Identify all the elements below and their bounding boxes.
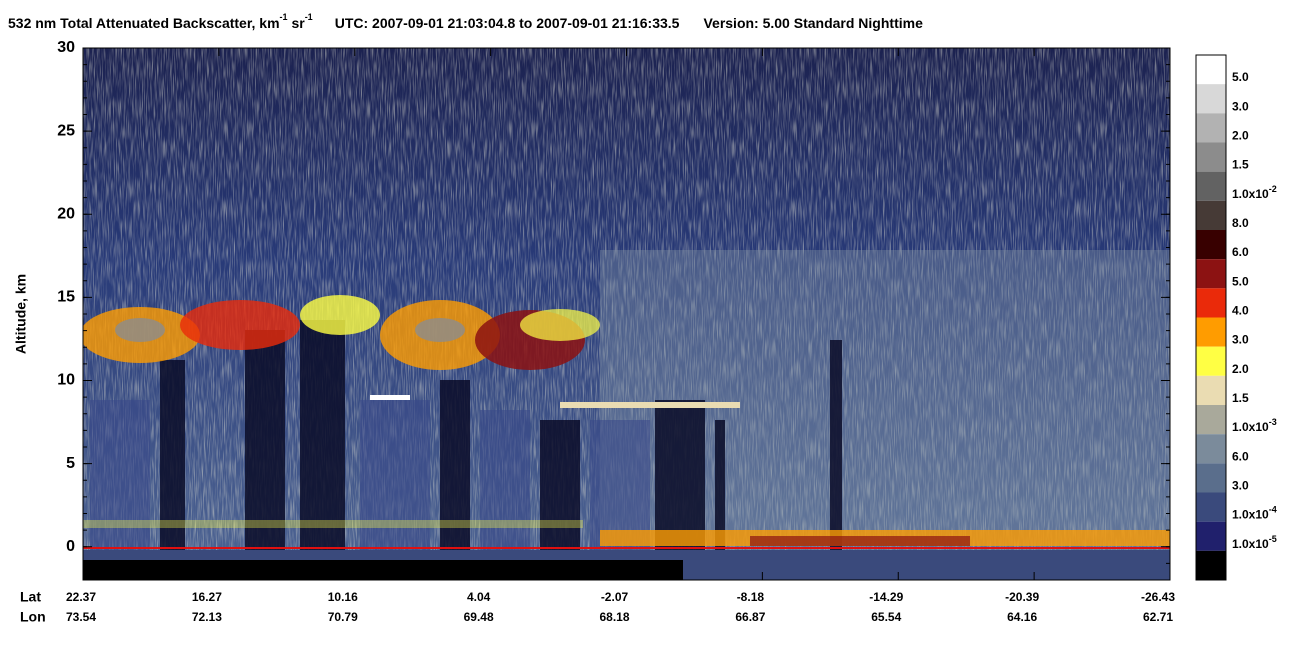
colorbar-label: 1.5	[1232, 158, 1249, 172]
colorbar-swatch	[1196, 84, 1226, 114]
y-tick-label: 25	[57, 122, 75, 139]
y-axis-label: Altitude, km	[13, 274, 29, 354]
y-tick-label: 30	[57, 39, 75, 56]
lon-label: Lon	[20, 609, 46, 625]
colorbar-label: 3.0	[1232, 100, 1249, 114]
colorbar-label-text: 6.0	[1232, 450, 1249, 464]
colorbar-label-text: 3.0	[1232, 333, 1249, 347]
lat-tick-label: -8.18	[737, 590, 765, 604]
colorbar-label: 5.0	[1232, 70, 1249, 84]
colorbar-label-text: 2.0	[1232, 129, 1249, 143]
lat-tick-label: -26.43	[1141, 590, 1175, 604]
colorbar-swatch	[1196, 171, 1226, 201]
colorbar-swatch	[1196, 405, 1226, 435]
colorbar-label-text: 4.0	[1232, 304, 1249, 318]
colorbar-swatch	[1196, 550, 1226, 580]
colorbar-swatch	[1196, 259, 1226, 289]
lon-tick-label: 69.48	[464, 610, 494, 624]
colorbar-swatch	[1196, 200, 1226, 230]
colorbar-swatch	[1196, 142, 1226, 172]
backscatter-image	[83, 48, 1170, 580]
colorbar-swatch	[1196, 288, 1226, 318]
y-tick-label: 20	[57, 205, 75, 222]
colorbar-label-text: 3.0	[1232, 479, 1249, 493]
colorbar-label: 5.0	[1232, 275, 1249, 289]
colorbar-label-text: 1.0x10	[1232, 420, 1269, 434]
colorbar-label: 2.0	[1232, 362, 1249, 376]
colorbar-swatch	[1196, 113, 1226, 143]
y-tick-label: 15	[57, 289, 75, 306]
colorbar-swatch	[1196, 492, 1226, 522]
colorbar-label-text: 1.0x10	[1232, 187, 1269, 201]
colorbar-label-text: 1.0x10	[1232, 508, 1269, 522]
colorbar-label-text: 5.0	[1232, 275, 1249, 289]
colorbar-swatch	[1196, 521, 1226, 551]
colorbar-label: 1.0x10-2	[1232, 184, 1277, 201]
colorbar-label-text: 8.0	[1232, 216, 1249, 230]
lat-tick-label: -14.29	[869, 590, 903, 604]
colorbar-label-exp: -4	[1269, 505, 1277, 515]
lon-tick-label: 65.54	[871, 610, 901, 624]
colorbar-label: 6.0	[1232, 450, 1249, 464]
lat-tick-label: 4.04	[467, 590, 491, 604]
colorbar-label-exp: -5	[1269, 534, 1277, 544]
colorbar-swatch	[1196, 230, 1226, 260]
colorbar-swatch	[1196, 434, 1226, 464]
lat-tick-label: 10.16	[328, 590, 358, 604]
colorbar-label: 1.5	[1232, 391, 1249, 405]
lon-tick-label: 70.79	[328, 610, 358, 624]
lat-tick-label: 22.37	[66, 590, 96, 604]
colorbar-label-text: 3.0	[1232, 100, 1249, 114]
colorbar-label: 8.0	[1232, 216, 1249, 230]
colorbar-label-text: 5.0	[1232, 70, 1249, 84]
colorbar-label-text: 2.0	[1232, 362, 1249, 376]
lon-tick-label: 72.13	[192, 610, 222, 624]
colorbar-label-text: 1.5	[1232, 158, 1249, 172]
colorbar-swatch	[1196, 463, 1226, 493]
colorbar-label-text: 6.0	[1232, 245, 1249, 259]
colorbar-label: 4.0	[1232, 304, 1249, 318]
lon-tick-label: 68.18	[599, 610, 629, 624]
lat-tick-label: 16.27	[192, 590, 222, 604]
colorbar-swatch	[1196, 55, 1226, 85]
lon-tick-label: 64.16	[1007, 610, 1037, 624]
colorbar-swatch	[1196, 375, 1226, 405]
chart-title: 532 nm Total Attenuated Backscatter, km-…	[8, 12, 923, 30]
y-tick-label: 10	[57, 372, 75, 389]
colorbar-label-exp: -2	[1269, 184, 1277, 194]
colorbar-swatch	[1196, 317, 1226, 347]
lat-tick-label: -2.07	[601, 590, 629, 604]
lon-tick-label: 66.87	[735, 610, 765, 624]
colorbar-label-text: 1.5	[1232, 391, 1249, 405]
lat-tick-label: -20.39	[1005, 590, 1039, 604]
y-tick-label: 0	[66, 538, 75, 555]
y-tick-label: 5	[66, 455, 75, 472]
colorbar-label: 1.0x10-5	[1232, 534, 1277, 551]
lon-tick-label: 62.71	[1143, 610, 1173, 624]
colorbar-label: 3.0	[1232, 479, 1249, 493]
cloud-tops	[83, 295, 1170, 546]
lon-tick-label: 73.54	[66, 610, 96, 624]
colorbar-label: 1.0x10-4	[1232, 505, 1277, 522]
colorbar-label: 6.0	[1232, 245, 1249, 259]
colorbar-label: 2.0	[1232, 129, 1249, 143]
colorbar-label: 1.0x10-3	[1232, 418, 1277, 435]
colorbar-swatch	[1196, 346, 1226, 376]
colorbar-label-text: 1.0x10	[1232, 537, 1269, 551]
lat-label: Lat	[20, 589, 41, 605]
colorbar-label: 3.0	[1232, 333, 1249, 347]
colorbar-frame	[1195, 54, 1227, 581]
colorbar-label-exp: -3	[1269, 418, 1277, 428]
